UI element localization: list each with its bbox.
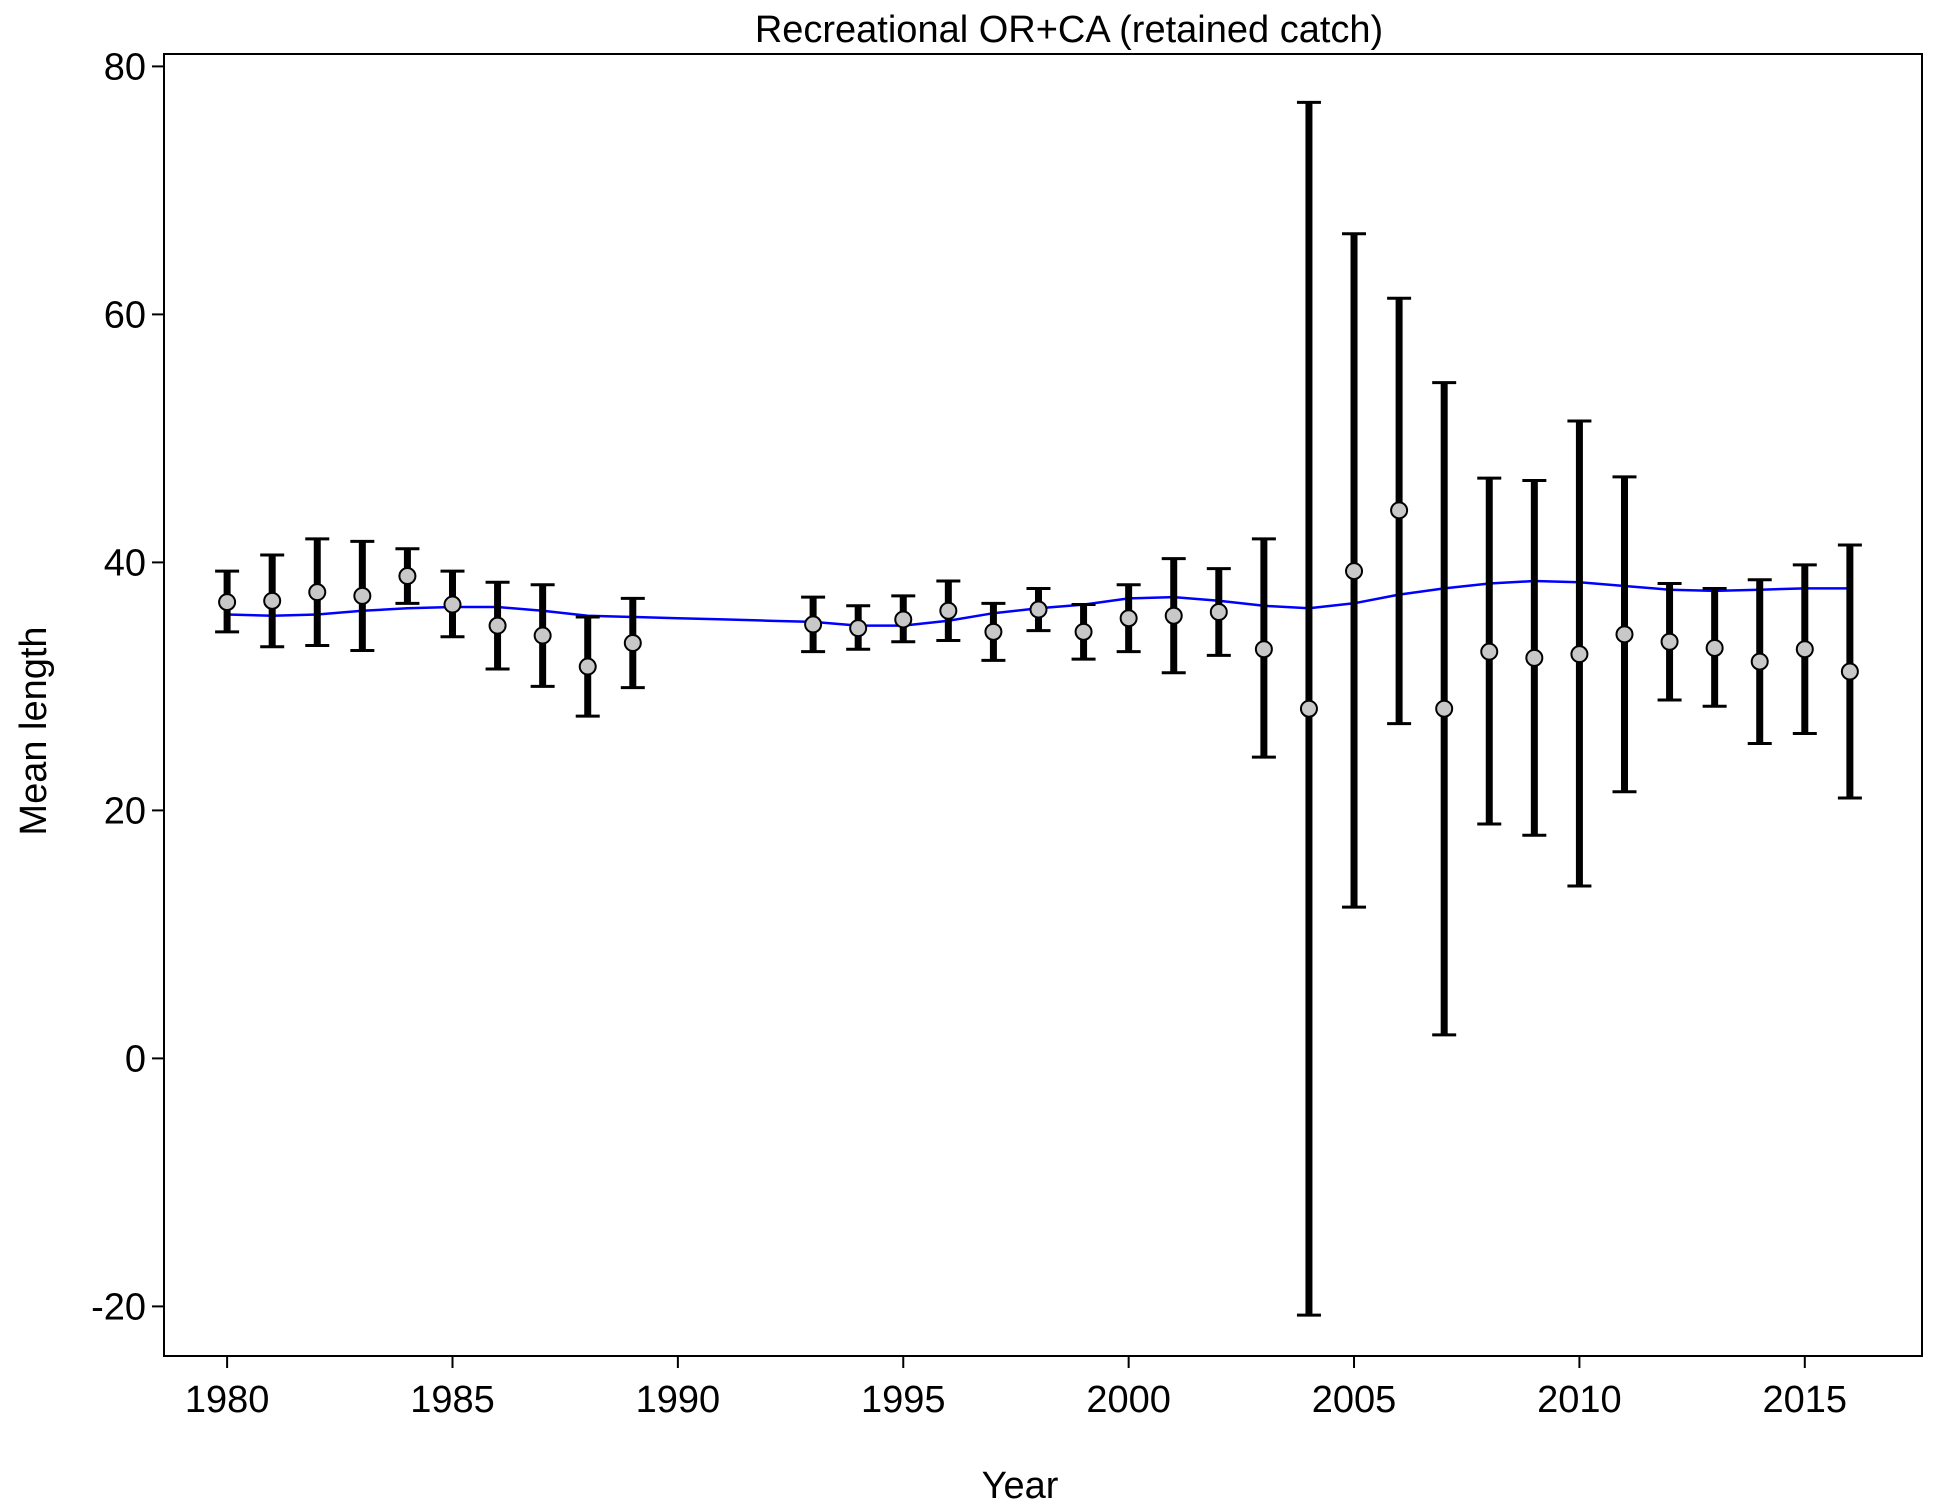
data-point xyxy=(1615,625,1634,644)
x-tick-label: 1980 xyxy=(185,1379,270,1421)
data-point xyxy=(398,567,417,586)
data-point xyxy=(1345,562,1364,581)
data-point xyxy=(1029,600,1048,619)
data-point xyxy=(1795,640,1814,659)
x-tick-label: 2010 xyxy=(1537,1379,1622,1421)
data-point xyxy=(623,634,642,652)
data-point xyxy=(1480,642,1499,661)
y-tick-label: 40 xyxy=(104,542,146,584)
data-point xyxy=(1525,648,1544,667)
x-axis: 1980 1985 1990 1995 2000 2005 2010 2015 xyxy=(185,1356,1847,1421)
x-axis-title: Year xyxy=(982,1465,1059,1500)
data-point xyxy=(353,586,372,605)
data-point xyxy=(1705,638,1724,657)
x-tick-label: 2000 xyxy=(1086,1379,1171,1421)
data-point xyxy=(939,601,958,620)
y-axis-title: Mean length xyxy=(13,626,55,835)
y-tick-label: -20 xyxy=(91,1286,146,1328)
data-point xyxy=(1074,622,1093,641)
y-tick-label: 60 xyxy=(104,294,146,336)
data-point xyxy=(533,626,552,645)
x-tick-label: 1995 xyxy=(861,1379,946,1421)
x-tick-label: 1985 xyxy=(410,1379,495,1421)
x-tick-label: 2015 xyxy=(1763,1379,1848,1421)
data-point xyxy=(1119,609,1138,628)
y-tick-label: 80 xyxy=(104,46,146,88)
data-point xyxy=(984,622,1003,641)
y-tick-label: 20 xyxy=(104,790,146,832)
data-point xyxy=(1840,662,1859,681)
data-point xyxy=(1750,652,1769,671)
data-point xyxy=(443,595,462,614)
observed-points xyxy=(218,501,1859,718)
data-point xyxy=(218,593,237,612)
data-point xyxy=(263,591,282,610)
data-point xyxy=(849,619,868,638)
y-tick-label: 0 xyxy=(125,1038,146,1080)
x-tick-label: 1990 xyxy=(636,1379,721,1421)
data-point xyxy=(1390,501,1409,520)
data-point xyxy=(1435,699,1454,718)
data-point xyxy=(1570,645,1589,664)
chart-title: Recreational OR+CA (retained catch) xyxy=(755,9,1383,51)
data-point xyxy=(1254,640,1273,659)
data-point xyxy=(804,615,823,634)
data-point xyxy=(894,610,913,629)
plot-frame xyxy=(163,53,1923,1357)
data-point xyxy=(1660,632,1679,651)
data-point xyxy=(1299,699,1318,718)
data-point xyxy=(1209,603,1228,621)
data-point xyxy=(488,616,507,635)
data-point xyxy=(578,657,597,676)
data-point xyxy=(308,583,327,602)
x-tick-label: 2005 xyxy=(1312,1379,1397,1421)
data-point xyxy=(1164,606,1183,625)
y-axis: -20 0 20 40 60 80 xyxy=(91,46,164,1328)
